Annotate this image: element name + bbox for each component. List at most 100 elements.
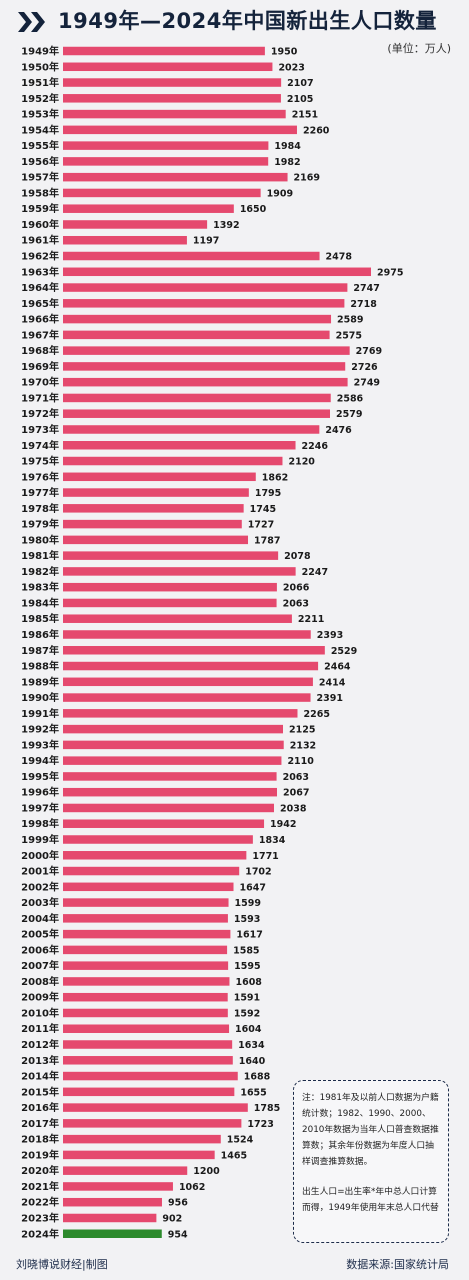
- year-label: 1985年: [21, 612, 59, 625]
- birth-bar: [63, 945, 228, 955]
- birth-bar: [63, 235, 187, 245]
- value-label: 1942: [270, 819, 296, 830]
- birth-bar: [63, 1182, 173, 1191]
- value-label: 1795: [255, 488, 281, 499]
- birth-bar: [63, 819, 265, 828]
- year-label: 1998年: [21, 817, 59, 830]
- value-label: 902: [162, 1213, 182, 1224]
- birth-bar: [63, 519, 242, 529]
- birth-bar: [63, 172, 288, 182]
- value-label: 956: [168, 1198, 188, 1209]
- value-label: 1647: [240, 882, 266, 893]
- birth-bar: [63, 62, 273, 72]
- birth-bar: [63, 125, 297, 135]
- year-label: 1990年: [21, 691, 59, 704]
- year-label: 1982年: [21, 565, 59, 578]
- value-label: 2391: [317, 693, 343, 704]
- birth-bar: [63, 488, 249, 497]
- highlight-bar: [63, 1229, 162, 1238]
- value-label: 2211: [298, 614, 324, 625]
- value-label: 2476: [325, 425, 352, 436]
- year-label: 2016年: [21, 1101, 59, 1114]
- year-label: 1997年: [21, 801, 59, 814]
- birth-bar: [63, 677, 313, 687]
- value-label: 2247: [302, 567, 328, 578]
- birth-bar: [63, 693, 311, 702]
- value-label: 2478: [326, 252, 353, 263]
- year-label: 1963年: [21, 265, 59, 278]
- birth-bar: [63, 535, 249, 545]
- unit-label: (单位：万人): [387, 42, 451, 55]
- value-label: 1727: [248, 520, 274, 531]
- birth-bar: [63, 740, 284, 750]
- birth-bar: [63, 1166, 188, 1175]
- chart-title: 1949年—2024年中国新出生人口数量: [58, 9, 437, 33]
- birth-bar: [63, 772, 277, 781]
- birth-bar: [63, 456, 283, 466]
- birth-bar: [63, 314, 332, 324]
- value-label: 2579: [336, 409, 362, 420]
- year-label: 1996年: [21, 786, 59, 799]
- value-label: 1950: [271, 47, 298, 58]
- birth-bar: [63, 1087, 235, 1097]
- birth-bar: [63, 977, 230, 986]
- year-label: 2022年: [21, 1196, 59, 1209]
- birth-bar: [63, 1056, 233, 1065]
- value-label: 1595: [234, 961, 260, 972]
- value-label: 1982: [274, 157, 300, 168]
- year-label: 1975年: [21, 455, 59, 468]
- birth-bar: [63, 504, 244, 513]
- year-label: 2004年: [21, 912, 59, 925]
- birth-bar: [63, 1008, 228, 1018]
- birth-bar: [63, 551, 279, 560]
- year-label: 1972年: [21, 407, 59, 420]
- value-label: 1640: [239, 1056, 266, 1067]
- birth-bar: [63, 1119, 242, 1128]
- value-label: 1392: [213, 220, 239, 231]
- value-label: 1592: [234, 1008, 260, 1019]
- value-label: 2260: [303, 125, 330, 136]
- value-label: 2078: [284, 551, 311, 562]
- note-text-methodology: 注：1981年及以前人口数据为户籍统计数；1982、1990、2000、2010…: [302, 1093, 439, 1167]
- birth-bar: [63, 1197, 162, 1207]
- year-label: 1956年: [21, 155, 59, 168]
- value-label: 2718: [350, 299, 377, 310]
- year-label: 1970年: [21, 376, 59, 389]
- birth-bar: [63, 661, 319, 671]
- birth-bar: [63, 1134, 221, 1144]
- value-label: 2066: [283, 583, 310, 594]
- year-label: 1981年: [21, 549, 59, 562]
- birth-bar: [63, 914, 228, 923]
- birth-bar: [63, 220, 208, 229]
- value-label: 1688: [244, 1072, 271, 1083]
- value-label: 2529: [331, 646, 357, 657]
- year-label: 2007年: [21, 959, 59, 972]
- year-label: 1964年: [21, 281, 59, 294]
- value-label: 2110: [287, 756, 314, 767]
- birth-bar: [63, 598, 277, 608]
- birth-bar: [63, 1103, 248, 1112]
- value-label: 1200: [193, 1166, 220, 1177]
- value-label: 2125: [289, 725, 315, 736]
- year-label: 1967年: [21, 328, 59, 341]
- birth-bar: [63, 78, 282, 87]
- birth-bar: [63, 1150, 215, 1160]
- birth-bar: [63, 756, 282, 765]
- year-label: 1950年: [21, 60, 59, 73]
- footer-source: 数据来源:国家统计局: [346, 1258, 449, 1271]
- year-label: 2009年: [21, 991, 59, 1004]
- birth-bar: [63, 141, 269, 150]
- year-label: 1968年: [21, 344, 59, 357]
- value-label: 1585: [233, 945, 259, 956]
- birth-bar: [63, 866, 240, 876]
- birth-bar: [63, 882, 234, 892]
- year-label: 1953年: [21, 108, 59, 121]
- birth-bar: [63, 787, 277, 797]
- year-label: 1979年: [21, 518, 59, 531]
- value-label: 2067: [283, 788, 309, 799]
- birth-bar: [63, 472, 256, 482]
- value-label: 1599: [235, 898, 261, 909]
- year-label: 2020年: [21, 1164, 59, 1177]
- birth-bar: [63, 803, 274, 813]
- birth-bar: [63, 709, 298, 718]
